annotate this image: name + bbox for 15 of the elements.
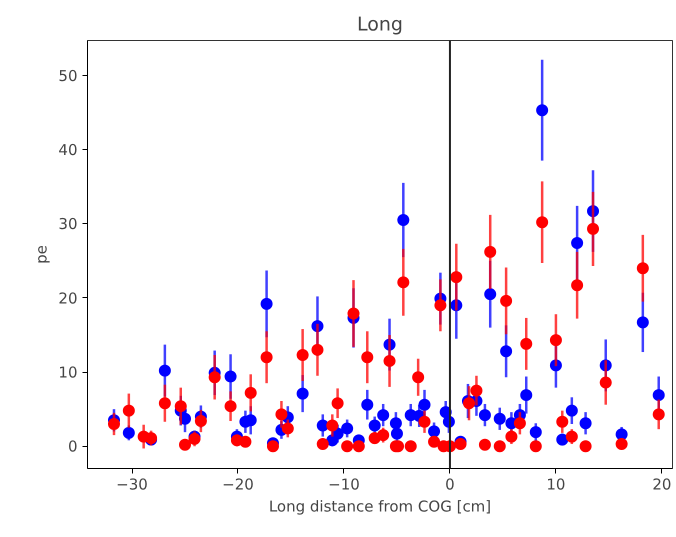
y-tick-label: 0 [68,438,78,456]
x-axis-title: Long distance from COG [cm] [268,498,492,516]
x-tick-label: 10 [546,476,566,494]
y-axis-title: pe [32,245,50,264]
x-tick-label: −30 [116,476,148,494]
y-tick-label: 10 [58,364,78,382]
y-tick-label: 20 [58,289,78,308]
x-tick-label: 0 [445,476,455,494]
chart-title: Long [357,14,403,36]
x-tick-label: −10 [328,476,360,494]
x-tick-label: 20 [652,476,672,494]
y-tick-label: 30 [58,215,78,234]
y-tick-label: 50 [58,66,78,85]
x-tick-label: −20 [222,476,254,494]
y-tick-label: 40 [58,141,78,160]
